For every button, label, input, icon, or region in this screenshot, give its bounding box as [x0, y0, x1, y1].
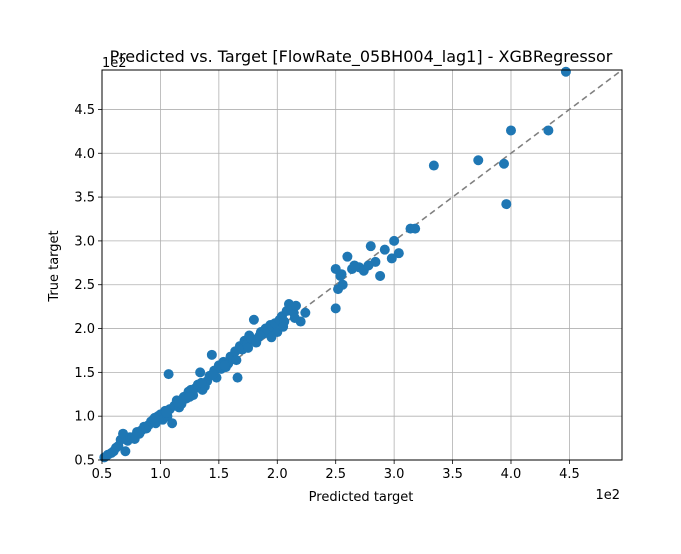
scatter-point	[120, 446, 131, 457]
scatter-point	[231, 355, 242, 366]
y-axis-ticks: 0.5 1.0 1.5 2.0 2.5 3.0 3.5 4.0 4.5	[74, 103, 102, 469]
scatter-point	[243, 342, 254, 353]
scatter-point	[389, 235, 400, 246]
scatter-point	[337, 279, 348, 290]
scatter-point	[167, 418, 178, 429]
scatter-point	[375, 270, 386, 281]
y-tick-label: 1.5	[74, 366, 95, 381]
scatter-point	[196, 377, 207, 388]
y-tick-label: 3.0	[74, 234, 95, 249]
x-tick-label: 2.5	[325, 467, 346, 482]
chart-title: Predicted vs. Target [FlowRate_05BH004_l…	[110, 47, 613, 67]
x-tick-label: 3.0	[384, 467, 405, 482]
x-tick-label: 4.0	[501, 467, 522, 482]
scatter-point	[560, 66, 571, 77]
scatter-point	[410, 223, 421, 234]
scatter-point	[149, 412, 160, 423]
x-tick-label: 1.0	[150, 467, 171, 482]
y-axis-offset-text: 1e2	[102, 56, 127, 71]
y-tick-label: 3.5	[74, 191, 95, 206]
scatter-point	[543, 125, 554, 136]
scatter-point	[290, 300, 301, 311]
plot-frame	[101, 69, 623, 461]
scatter-point	[393, 248, 404, 259]
scatter-point	[163, 369, 174, 380]
scatter-point	[473, 155, 484, 166]
scatter-point	[184, 391, 195, 402]
scatter-point	[219, 360, 230, 371]
scatter-point	[349, 260, 360, 271]
y-tick-label: 0.5	[74, 454, 95, 469]
scatter-point	[254, 330, 265, 341]
x-tick-label: 1.5	[209, 467, 230, 482]
scatter-point	[498, 158, 509, 169]
scatter-point	[161, 407, 172, 418]
y-axis-label: True target	[47, 230, 62, 302]
x-tick-label: 4.5	[559, 467, 580, 482]
y-tick-label: 4.0	[74, 147, 95, 162]
scatter-point	[232, 372, 243, 383]
scatter-point	[365, 241, 376, 252]
scatter-point	[501, 199, 512, 210]
y-tick-label: 2.5	[74, 278, 95, 293]
scatter-point	[278, 321, 289, 332]
scatter-point	[208, 369, 219, 380]
x-tick-label: 0.5	[92, 467, 113, 482]
scatter-point	[289, 313, 300, 324]
y-tick-label: 1.0	[74, 410, 95, 425]
scatter-point	[370, 256, 381, 267]
scatter-point	[336, 269, 347, 280]
x-axis-ticks: 0.5 1.0 1.5 2.0 2.5 3.0 3.5 4.0 4.5	[92, 460, 580, 482]
scatter-point	[330, 303, 341, 314]
scatter-point	[428, 160, 439, 171]
y-tick-label: 4.5	[74, 103, 95, 118]
scatter-point	[300, 307, 311, 318]
scatter-point	[172, 397, 183, 408]
scatter-point	[386, 253, 397, 264]
x-axis-offset-text: 1e2	[595, 488, 620, 503]
scatter-point	[342, 251, 353, 262]
scatter-point	[195, 367, 206, 378]
scatter-point	[248, 314, 259, 325]
x-tick-label: 2.0	[267, 467, 288, 482]
x-axis-label: Predicted target	[309, 490, 414, 505]
x-tick-label: 3.5	[442, 467, 463, 482]
scatter-point	[379, 244, 390, 255]
scatter-point	[266, 332, 277, 343]
y-tick-label: 2.0	[74, 322, 95, 337]
scatter-point	[505, 125, 516, 136]
scatter-point	[206, 349, 217, 360]
